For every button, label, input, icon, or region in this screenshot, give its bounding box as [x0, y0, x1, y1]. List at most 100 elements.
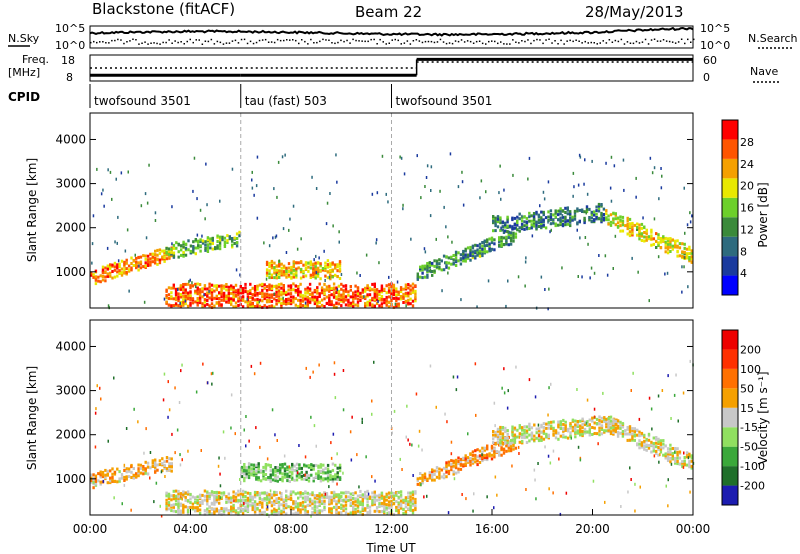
echo-scatter	[577, 445, 580, 449]
echo-scatter	[548, 487, 550, 491]
echo-cell	[172, 494, 175, 498]
echo-cell	[395, 299, 398, 303]
echo-cell	[283, 472, 287, 476]
echo-cell	[619, 229, 622, 233]
echo-cell	[411, 304, 415, 308]
echo-scatter	[246, 297, 248, 301]
echo-cell	[523, 428, 526, 432]
echo-cell	[146, 258, 150, 262]
echo-cell	[104, 275, 107, 279]
echo-cell	[170, 247, 173, 251]
echo-cell	[101, 265, 105, 269]
echo-cell	[168, 255, 171, 259]
echo-cell	[330, 495, 333, 499]
echo-cell	[118, 470, 121, 474]
echo-cell	[671, 238, 674, 242]
echo-scatter	[330, 441, 332, 445]
echo-cell	[308, 287, 312, 291]
echo-cell	[501, 432, 505, 436]
echo-cell	[273, 490, 276, 494]
echo-cell	[550, 424, 553, 428]
echo-cell	[177, 489, 180, 493]
echo-cell	[137, 256, 140, 260]
echo-scatter	[494, 475, 497, 479]
echo-cell	[501, 225, 504, 229]
echo-cell	[332, 305, 336, 309]
echo-cell	[282, 291, 285, 295]
echo-cell	[210, 493, 214, 497]
echo-cell	[269, 469, 272, 473]
nsearch-point	[433, 41, 436, 44]
echo-cell	[139, 266, 143, 270]
echo-cell	[270, 493, 274, 497]
echo-cell	[246, 303, 250, 307]
echo-cell	[640, 222, 644, 226]
echo-cell	[270, 276, 274, 279]
echo-cell	[149, 257, 152, 261]
nsearch-point	[292, 39, 294, 41]
echo-cell	[440, 468, 443, 472]
echo-cell	[335, 301, 338, 305]
nsearch-point	[406, 40, 409, 42]
echo-scatter	[284, 153, 286, 157]
echo-cell	[428, 261, 431, 265]
echo-cell	[593, 213, 596, 217]
echo-cell	[265, 503, 269, 507]
echo-scatter	[315, 254, 317, 258]
echo-scatter	[653, 217, 656, 221]
echo-cell	[137, 471, 140, 475]
echo-cell	[276, 468, 279, 472]
echo-cell	[198, 290, 202, 294]
echo-cell	[547, 215, 550, 219]
echo-cell	[385, 295, 388, 299]
echo-cell	[230, 291, 233, 295]
echo-cell	[198, 493, 202, 497]
echo-scatter	[387, 200, 389, 204]
echo-cell	[547, 426, 550, 430]
echo-cell	[90, 479, 93, 483]
echo-scatter	[219, 199, 221, 203]
echo-cell	[264, 463, 268, 466]
echo-cell	[206, 502, 209, 506]
echo-scatter	[476, 305, 478, 309]
echo-cell	[638, 231, 641, 235]
echo-cell	[583, 218, 586, 222]
echo-cell	[227, 300, 230, 304]
echo-cell	[581, 417, 584, 421]
echo-cell	[270, 259, 274, 263]
echo-cell	[614, 430, 617, 434]
echo-cell	[383, 507, 386, 511]
echo-cell	[492, 221, 495, 225]
echo-cell	[295, 273, 298, 277]
x-tick-label: 00:00	[676, 522, 711, 536]
echo-cell	[404, 294, 408, 298]
echo-cell	[505, 242, 508, 246]
nsearch-point	[216, 40, 219, 43]
echo-cell	[681, 460, 684, 464]
echo-cell	[411, 503, 415, 507]
echo-cell	[335, 505, 338, 509]
echo-cell	[130, 470, 133, 474]
echo-scatter	[493, 506, 495, 510]
echo-cell	[645, 238, 648, 242]
echo-cell	[352, 512, 355, 516]
echo-cell	[194, 238, 197, 241]
echo-cell	[542, 220, 545, 224]
echo-cell	[283, 475, 287, 479]
echo-scatter	[450, 452, 453, 456]
echo-cell	[274, 469, 277, 473]
echo-cell	[116, 265, 119, 269]
echo-scatter	[658, 197, 660, 201]
echo-cell	[261, 288, 264, 292]
colorbar-swatch	[722, 256, 738, 276]
echo-cell	[681, 461, 684, 465]
echo-cell	[130, 476, 133, 479]
echo-cell	[306, 504, 309, 507]
echo-cell	[609, 223, 613, 227]
echo-cell	[409, 288, 412, 292]
echo-cell	[237, 293, 240, 297]
echo-cell	[222, 292, 226, 295]
echo-cell	[574, 423, 577, 427]
echo-cell	[226, 241, 229, 244]
echo-cell	[512, 436, 515, 440]
